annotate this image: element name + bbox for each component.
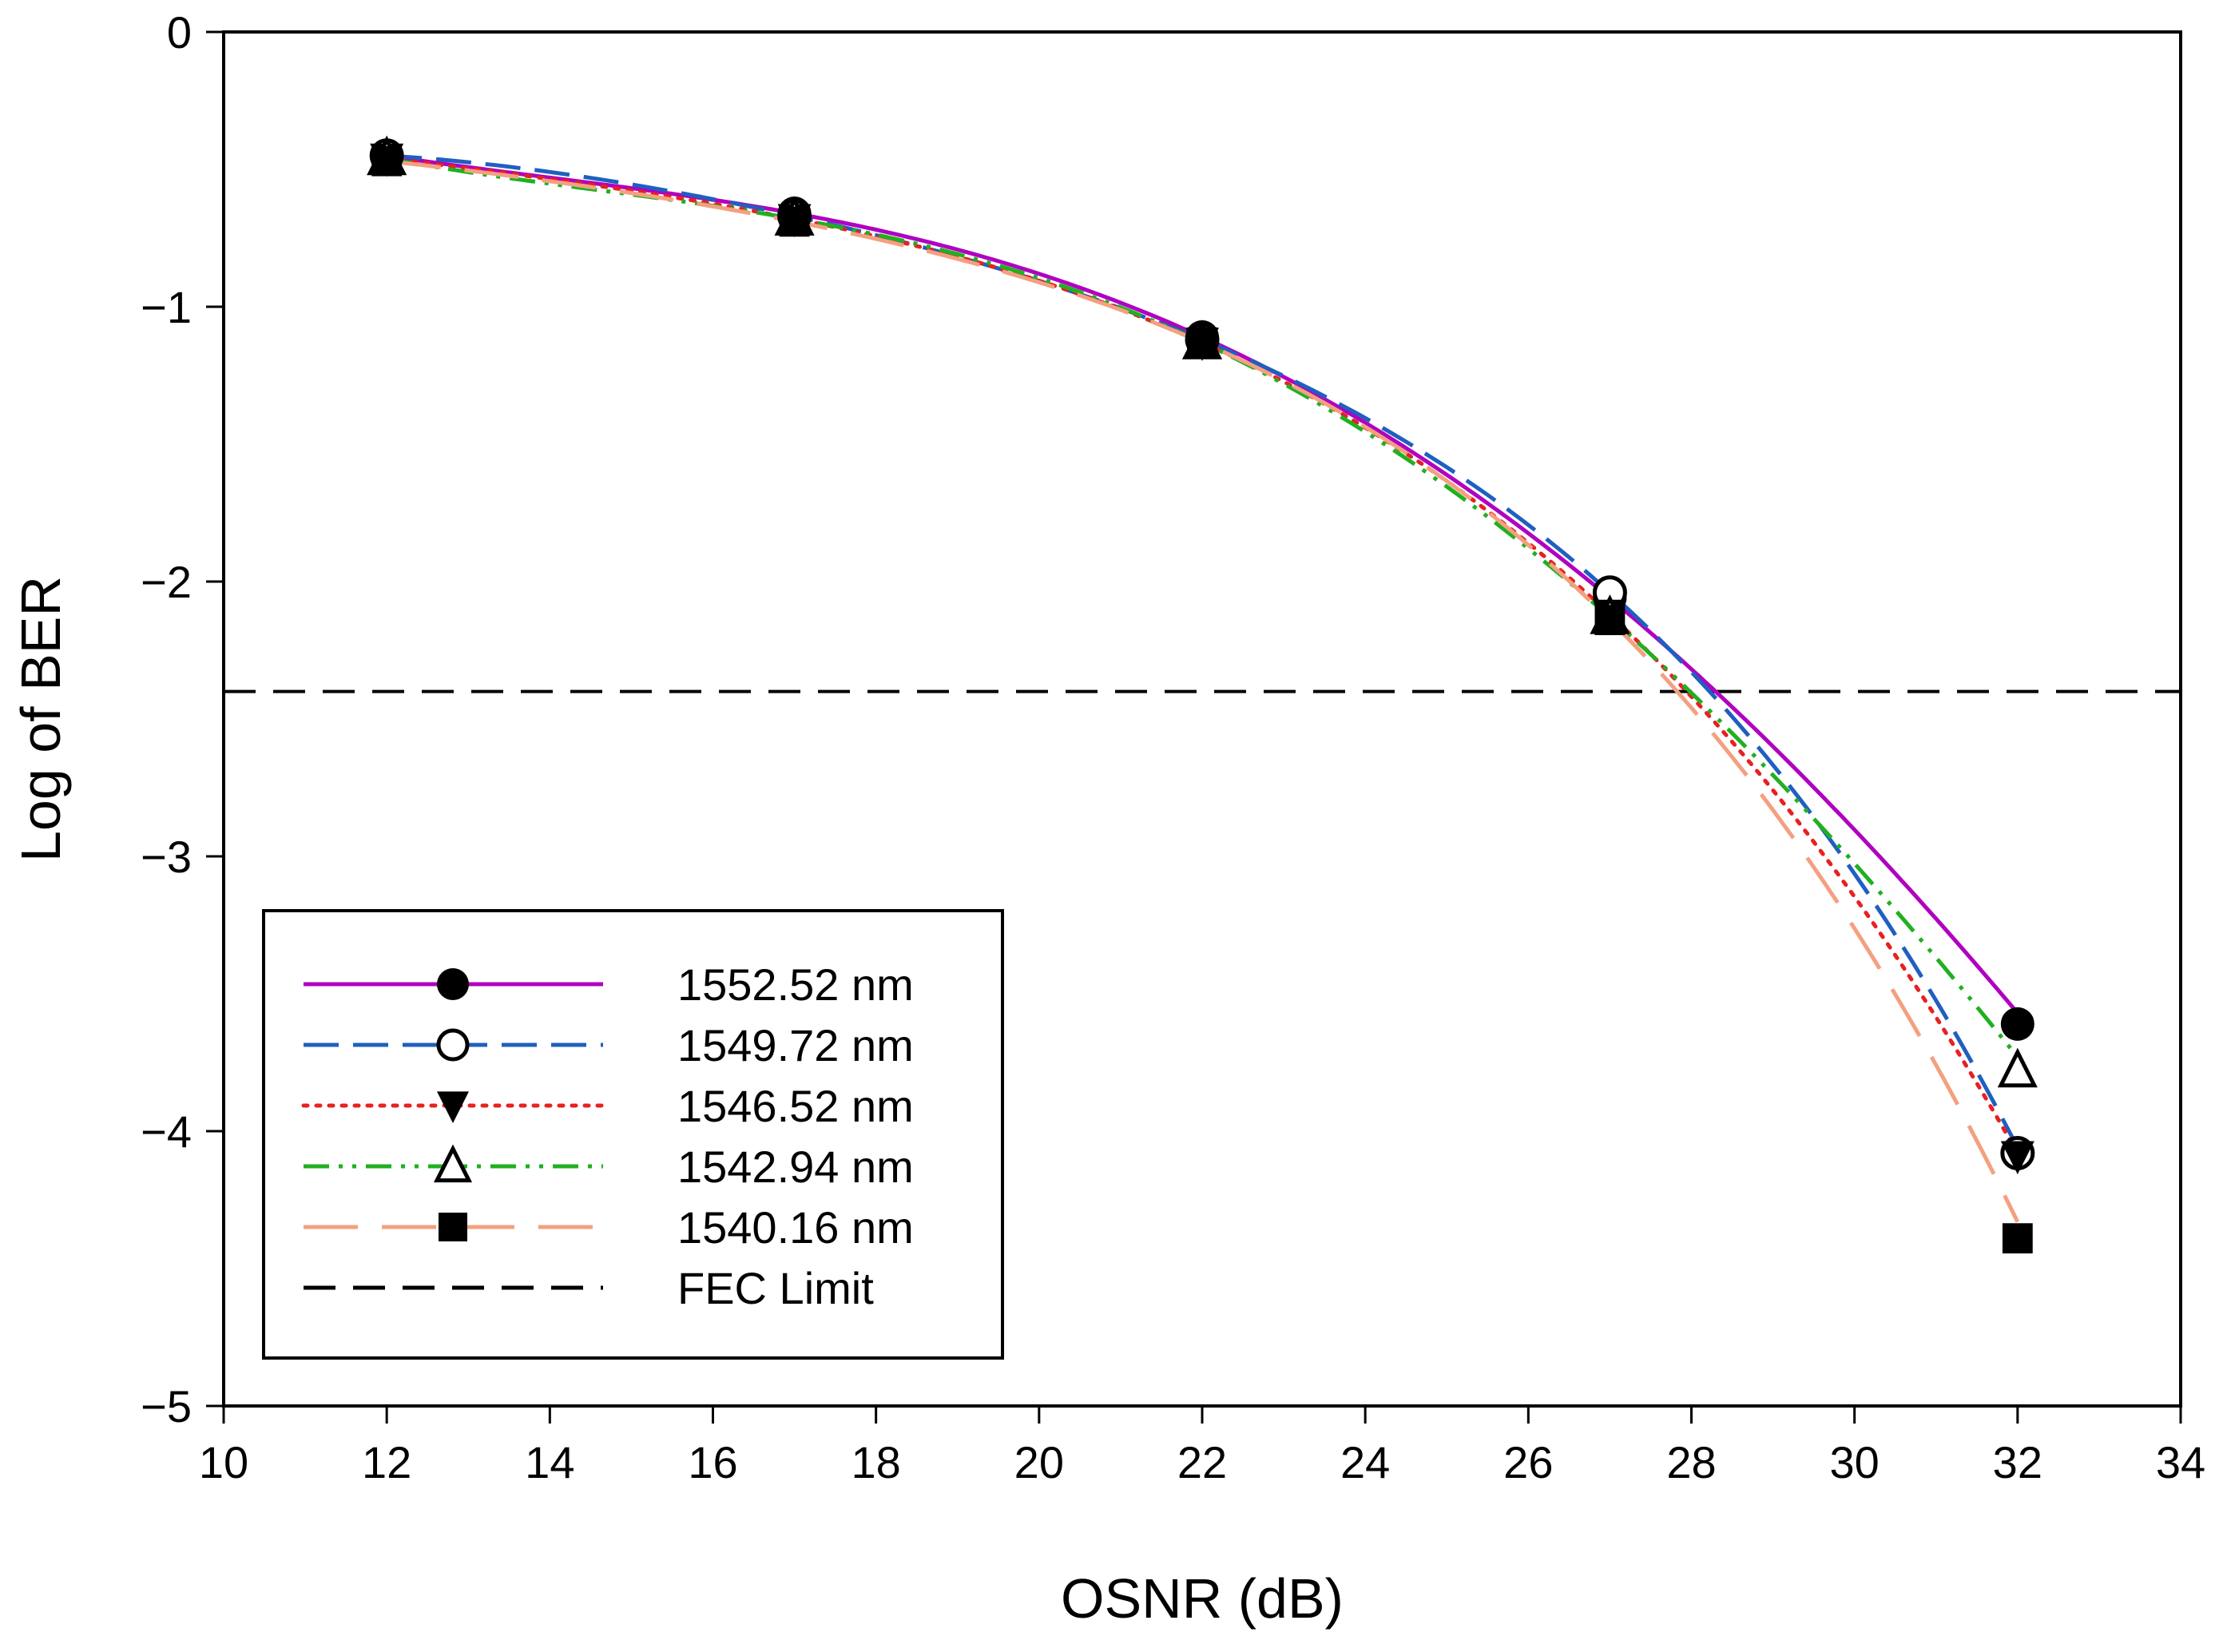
y-tick-label: −2 — [141, 557, 192, 607]
y-axis-ticks: 0 −1 −2 −3 −4 −5 — [141, 7, 224, 1432]
legend-marker — [437, 968, 469, 1000]
x-tick-label: 20 — [1014, 1437, 1064, 1487]
y-tick-label: −1 — [141, 282, 192, 332]
series-line — [386, 159, 2020, 1223]
data-point — [371, 145, 403, 177]
x-tick-label: 28 — [1666, 1437, 1716, 1487]
x-tick-label: 14 — [525, 1437, 574, 1487]
y-tick-label: −3 — [141, 832, 192, 882]
data-point — [2000, 1007, 2034, 1041]
legend-label: 1540.16 nm — [677, 1202, 914, 1253]
y-tick-label: 0 — [167, 7, 192, 58]
series-line — [387, 153, 2020, 1149]
legend-label: FEC Limit — [677, 1263, 874, 1313]
series-line — [384, 156, 2020, 1155]
data-point — [2000, 1141, 2034, 1175]
x-axis-ticks: 10 12 14 16 18 20 22 24 26 28 30 32 34 — [199, 1406, 2205, 1487]
y-tick-label: −4 — [141, 1106, 192, 1157]
legend-label: 1549.72 nm — [677, 1020, 914, 1070]
legend-marker — [437, 1091, 469, 1123]
x-axis-title: OSNR (dB) — [1061, 1567, 1344, 1630]
series-markers — [367, 135, 2038, 1254]
x-tick-label: 12 — [362, 1437, 411, 1487]
data-point — [2002, 1223, 2033, 1254]
data-point — [779, 206, 810, 237]
legend-label: 1552.52 nm — [677, 959, 914, 1010]
x-tick-label: 18 — [851, 1437, 901, 1487]
legend-marker — [439, 1213, 467, 1241]
x-tick-label: 10 — [199, 1437, 248, 1487]
legend-marker — [433, 1144, 473, 1183]
data-point — [1187, 327, 1217, 358]
x-tick-label: 32 — [1993, 1437, 2042, 1487]
x-tick-label: 22 — [1177, 1437, 1227, 1487]
data-point — [1997, 1047, 2038, 1088]
x-tick-label: 16 — [688, 1437, 737, 1487]
data-point — [1594, 605, 1626, 636]
x-tick-label: 26 — [1503, 1437, 1553, 1487]
x-tick-label: 24 — [1340, 1437, 1390, 1487]
legend: 1552.52 nm 1549.72 nm 1546.52 nm 1542.94 nm… — [262, 909, 1004, 1360]
legend-label: 1546.52 nm — [677, 1081, 914, 1131]
legend-label: 1542.94 nm — [677, 1142, 914, 1192]
x-tick-label: 30 — [1830, 1437, 1880, 1487]
x-tick-label: 34 — [2156, 1437, 2205, 1487]
legend-marker — [436, 1028, 470, 1062]
y-tick-label: −5 — [141, 1381, 192, 1432]
series-line — [386, 153, 2019, 1015]
y-axis-title: Log of BER — [10, 576, 72, 862]
